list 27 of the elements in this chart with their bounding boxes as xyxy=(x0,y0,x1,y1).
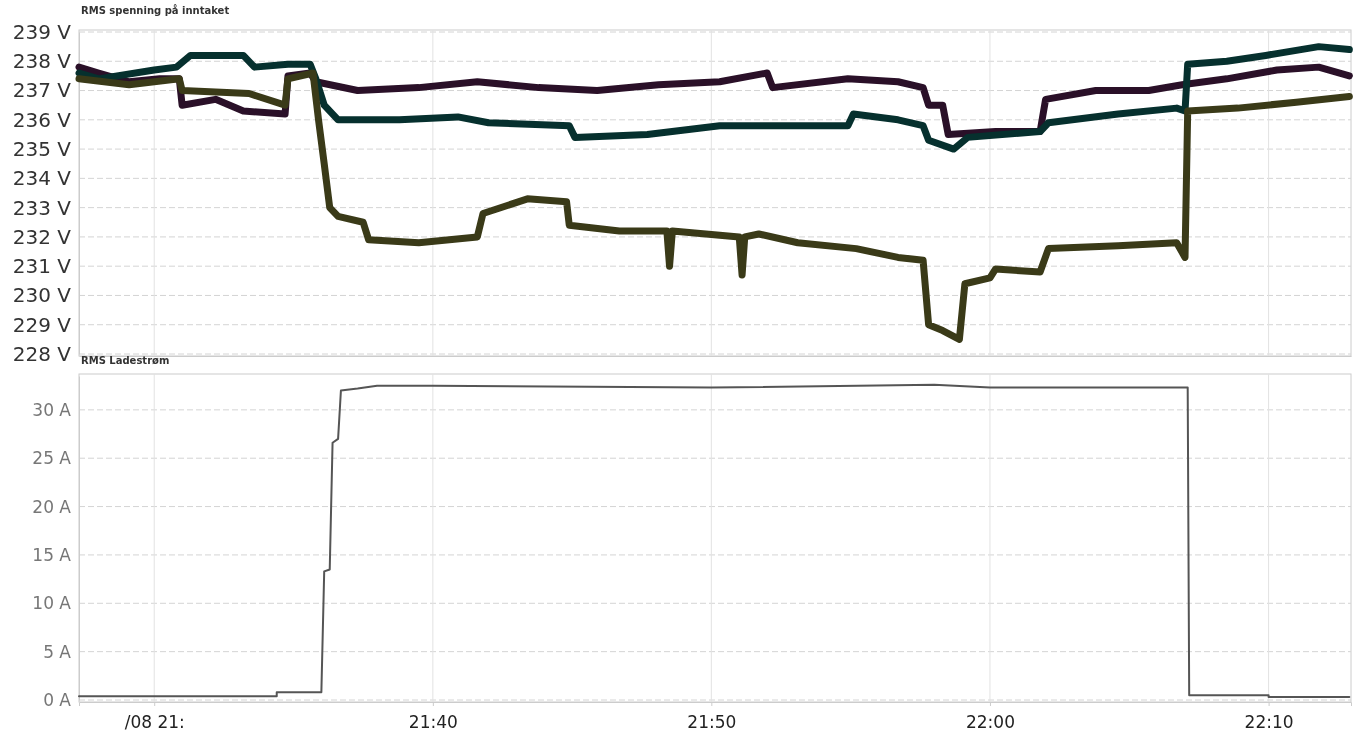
chart-title: RMS spenning på inntaket xyxy=(81,4,230,16)
y-tick-label: 238 V xyxy=(12,49,72,74)
y-tick-label: 10 A xyxy=(32,593,72,614)
y-tick-label: 236 V xyxy=(12,107,72,132)
y-tick-label: 30 A xyxy=(32,399,72,420)
x-tick-label: 21:50 xyxy=(687,712,737,733)
y-tick-label: 237 V xyxy=(12,78,72,103)
y-tick-label: 230 V xyxy=(12,283,72,308)
x-tick-label: /08 21: xyxy=(124,712,185,733)
y-tick-label: 239 V xyxy=(12,19,72,44)
y-tick-label: 15 A xyxy=(32,544,72,565)
x-tick-label: 21:40 xyxy=(408,712,458,733)
y-tick-label: 233 V xyxy=(12,195,72,220)
y-tick-label: 232 V xyxy=(12,224,72,249)
y-tick-label: 231 V xyxy=(12,254,72,279)
line-series xyxy=(78,383,1351,699)
y-tick-label: 20 A xyxy=(32,496,72,517)
y-tick-label: 234 V xyxy=(12,166,72,191)
y-tick-label: 25 A xyxy=(32,448,72,469)
x-tick-label: 22:00 xyxy=(965,712,1015,733)
y-tick-label: 5 A xyxy=(43,641,72,662)
y-tick-label: 235 V xyxy=(12,136,72,161)
chart-title: RMS Ladestrøm xyxy=(81,355,170,366)
y-tick-label: 229 V xyxy=(12,312,72,337)
x-tick-label: 22:10 xyxy=(1244,712,1294,733)
y-tick-label: 228 V xyxy=(12,341,72,366)
y-tick-label: 0 A xyxy=(43,689,72,710)
